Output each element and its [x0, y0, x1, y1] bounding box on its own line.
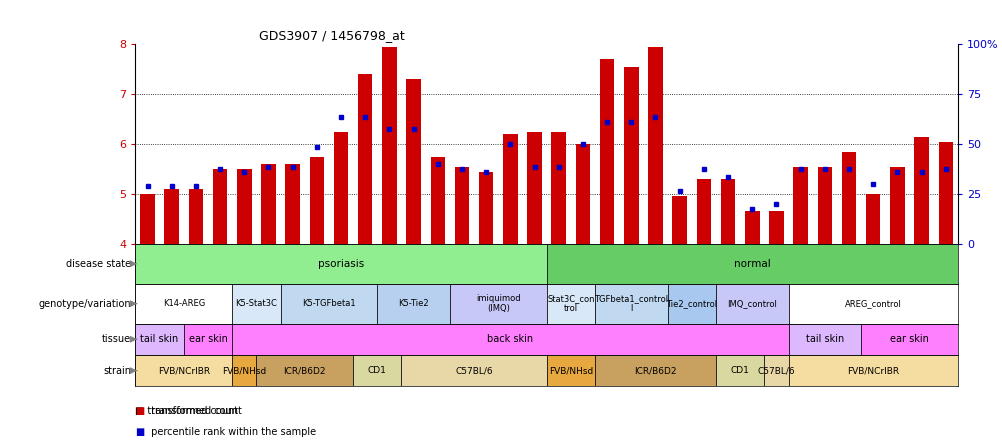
Bar	[671, 196, 686, 244]
Text: tail skin: tail skin	[805, 334, 843, 344]
Bar	[231, 355, 257, 386]
Bar	[135, 355, 231, 386]
Bar	[788, 324, 861, 355]
Bar	[599, 59, 614, 244]
Bar	[527, 132, 541, 244]
Bar	[236, 169, 252, 244]
Text: transformed count: transformed count	[148, 406, 242, 416]
Text: Stat3C_con
trol: Stat3C_con trol	[546, 294, 594, 313]
Text: tail skin: tail skin	[140, 334, 178, 344]
Text: C57BL/6: C57BL/6	[757, 366, 795, 375]
Bar	[231, 284, 281, 324]
Bar	[257, 355, 353, 386]
Bar	[715, 284, 788, 324]
Bar	[647, 47, 662, 244]
Bar	[212, 169, 227, 244]
Text: imiquimod
(IMQ): imiquimod (IMQ)	[476, 294, 520, 313]
Text: IMQ_control: IMQ_control	[726, 299, 777, 308]
Bar	[334, 132, 348, 244]
Text: CD1: CD1	[368, 366, 387, 375]
Text: ■: ■	[135, 427, 144, 436]
Bar	[140, 194, 154, 244]
Bar	[914, 137, 928, 244]
Bar	[286, 164, 300, 244]
Bar	[667, 284, 715, 324]
Bar	[889, 166, 904, 244]
Bar	[769, 211, 783, 244]
Text: FVB/NHsd: FVB/NHsd	[548, 366, 592, 375]
Bar	[696, 179, 710, 244]
Bar	[788, 355, 957, 386]
Bar	[281, 284, 377, 324]
Bar	[546, 355, 594, 386]
Text: FVB/NHsd: FVB/NHsd	[221, 366, 267, 375]
Bar	[353, 355, 401, 386]
Bar	[135, 244, 546, 284]
Bar	[382, 47, 396, 244]
Text: ■: ■	[135, 406, 144, 416]
Bar	[594, 284, 667, 324]
Text: K5-Stat3C: K5-Stat3C	[235, 299, 277, 308]
Bar	[231, 324, 788, 355]
Bar	[478, 171, 493, 244]
Text: percentile rank within the sample: percentile rank within the sample	[148, 427, 317, 436]
Text: K5-TGFbeta1: K5-TGFbeta1	[302, 299, 356, 308]
Bar	[551, 132, 565, 244]
Bar	[744, 211, 759, 244]
Bar	[861, 324, 957, 355]
Text: TGFbeta1_control
l: TGFbeta1_control l	[593, 294, 667, 313]
Text: ear skin: ear skin	[188, 334, 227, 344]
Text: GDS3907 / 1456798_at: GDS3907 / 1456798_at	[259, 29, 404, 42]
Bar	[454, 166, 469, 244]
Bar	[310, 157, 324, 244]
Bar	[135, 324, 183, 355]
Bar	[594, 355, 715, 386]
Bar	[938, 142, 952, 244]
Text: FVB/NCrIBR: FVB/NCrIBR	[157, 366, 209, 375]
Bar	[135, 284, 231, 324]
Bar	[546, 284, 594, 324]
Bar	[406, 79, 421, 244]
Bar	[430, 157, 445, 244]
Text: FVB/NCrIBR: FVB/NCrIBR	[847, 366, 899, 375]
Bar	[715, 355, 764, 386]
Bar	[164, 189, 178, 244]
Bar	[575, 144, 589, 244]
Bar	[817, 166, 832, 244]
Bar	[377, 284, 450, 324]
Bar	[450, 284, 546, 324]
Bar	[358, 74, 372, 244]
Text: ear skin: ear skin	[889, 334, 928, 344]
Text: ICR/B6D2: ICR/B6D2	[633, 366, 676, 375]
Text: Tie2_control: Tie2_control	[665, 299, 716, 308]
Text: back skin: back skin	[487, 334, 533, 344]
Text: K5-Tie2: K5-Tie2	[398, 299, 429, 308]
Text: CD1: CD1	[730, 366, 748, 375]
Bar	[788, 284, 957, 324]
Text: tissue: tissue	[102, 334, 131, 344]
Text: C57BL/6: C57BL/6	[455, 366, 492, 375]
Text: normal: normal	[733, 259, 770, 269]
Text: ICR/B6D2: ICR/B6D2	[284, 366, 326, 375]
Text: psoriasis: psoriasis	[318, 259, 364, 269]
Bar	[401, 355, 546, 386]
Bar	[503, 134, 517, 244]
Bar	[188, 189, 203, 244]
Bar	[261, 164, 276, 244]
Text: strain: strain	[103, 365, 131, 376]
Bar	[841, 151, 856, 244]
Bar	[183, 324, 231, 355]
Bar	[546, 244, 957, 284]
Bar	[720, 179, 734, 244]
Text: AREG_control: AREG_control	[844, 299, 901, 308]
Bar	[764, 355, 788, 386]
Bar	[623, 67, 638, 244]
Text: genotype/variation: genotype/variation	[39, 299, 131, 309]
Bar	[865, 194, 880, 244]
Bar	[793, 166, 807, 244]
Text: K14-AREG: K14-AREG	[162, 299, 204, 308]
Text: ■ transformed count: ■ transformed count	[135, 406, 238, 416]
Text: disease state: disease state	[66, 259, 131, 269]
